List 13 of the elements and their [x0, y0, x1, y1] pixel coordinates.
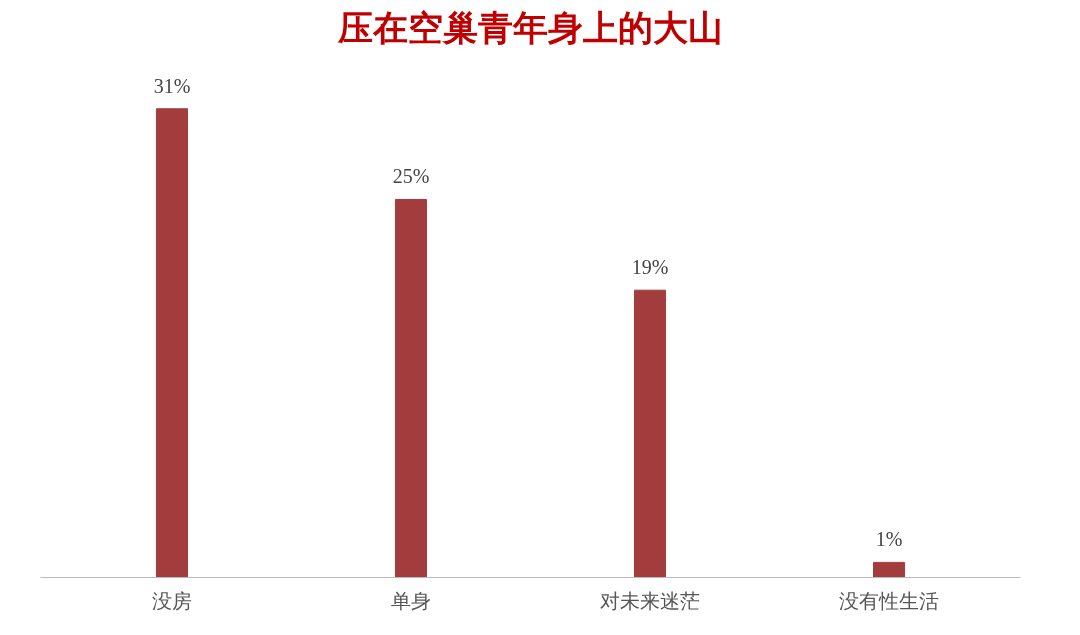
- chart-title: 压在空巢青年身上的大山: [337, 7, 723, 48]
- data-label: 31%: [153, 74, 191, 97]
- bar: [155, 108, 188, 578]
- data-label: 1%: [875, 528, 903, 551]
- data-label: 25%: [392, 165, 430, 188]
- x-tick-label: 没房: [151, 588, 192, 613]
- bar: [873, 561, 906, 578]
- bar: [633, 289, 667, 578]
- data-label: 19%: [631, 256, 669, 279]
- x-tick-label: 对未来迷茫: [600, 588, 701, 613]
- bar: [394, 198, 428, 578]
- x-tick-label: 没有性生活: [839, 588, 940, 613]
- x-tick-label: 单身: [390, 588, 431, 613]
